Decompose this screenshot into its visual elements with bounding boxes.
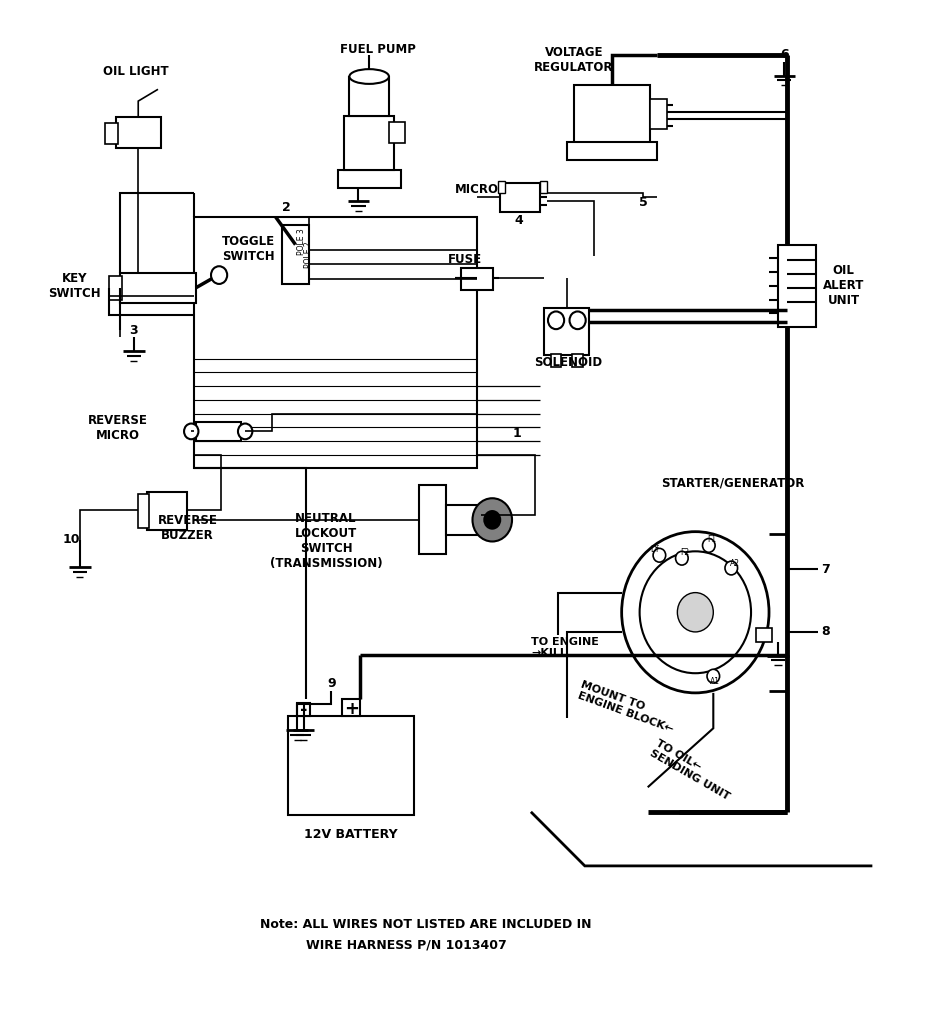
Text: TOGGLE
SWITCH: TOGGLE SWITCH	[222, 234, 275, 262]
Bar	[120, 273, 196, 303]
Text: SOLENOID: SOLENOID	[534, 356, 603, 369]
Bar	[501, 182, 540, 212]
Bar	[540, 180, 547, 193]
Text: REVERSE
MICRO: REVERSE MICRO	[88, 415, 148, 442]
Text: FUSE: FUSE	[448, 253, 482, 266]
Circle shape	[473, 499, 512, 542]
Circle shape	[483, 510, 502, 529]
Circle shape	[678, 593, 713, 632]
Text: Note: ALL WIRES NOT LISTED ARE INCLUDED IN: Note: ALL WIRES NOT LISTED ARE INCLUDED …	[259, 919, 591, 932]
Text: REVERSE
BUZZER: REVERSE BUZZER	[157, 514, 217, 542]
Text: 4: 4	[515, 214, 523, 226]
Circle shape	[238, 424, 253, 439]
Circle shape	[725, 561, 738, 574]
Bar	[139, 495, 149, 527]
Text: 12V BATTERY: 12V BATTERY	[304, 828, 398, 841]
Bar	[298, 702, 310, 717]
Text: A1: A1	[710, 677, 720, 686]
Circle shape	[622, 531, 769, 693]
Circle shape	[707, 670, 720, 683]
Bar	[755, 628, 771, 642]
Text: 8: 8	[821, 626, 830, 638]
Text: 10: 10	[62, 534, 80, 546]
Bar	[147, 493, 187, 529]
Bar	[778, 245, 816, 328]
Text: TO ENGINE
→KILL: TO ENGINE →KILL	[531, 637, 599, 658]
Text: POLE 2: POLE 2	[304, 241, 314, 267]
Text: WIRE HARNESS P/N 1013407: WIRE HARNESS P/N 1013407	[306, 938, 507, 951]
Text: OIL LIGHT: OIL LIGHT	[103, 66, 168, 78]
Text: 9: 9	[327, 677, 336, 689]
Bar	[574, 85, 650, 146]
Text: MICRO: MICRO	[455, 183, 499, 196]
Text: FUEL PUMP: FUEL PUMP	[340, 43, 417, 56]
Bar	[109, 276, 122, 300]
Text: F2: F2	[680, 548, 689, 557]
Text: 5: 5	[639, 196, 648, 209]
Bar	[282, 225, 309, 284]
Bar	[349, 77, 389, 116]
Bar	[461, 268, 493, 290]
Text: 6: 6	[780, 48, 789, 61]
Bar	[116, 117, 161, 148]
Circle shape	[211, 266, 227, 284]
Circle shape	[639, 551, 751, 673]
Text: OIL
ALERT
UNIT: OIL ALERT UNIT	[823, 264, 864, 307]
Circle shape	[184, 424, 198, 439]
Text: TO OIL←
SENDING UNIT: TO OIL← SENDING UNIT	[648, 737, 737, 802]
Text: 2: 2	[282, 201, 291, 214]
Text: KEY
SWITCH: KEY SWITCH	[48, 272, 101, 300]
Text: STARTER/GENERATOR: STARTER/GENERATOR	[662, 476, 805, 489]
Text: NEUTRAL
LOCKOUT
SWITCH
(TRANSMISSION): NEUTRAL LOCKOUT SWITCH (TRANSMISSION)	[270, 512, 382, 570]
Text: +: +	[344, 699, 358, 718]
Bar	[545, 307, 590, 354]
Circle shape	[653, 549, 665, 562]
Text: 3: 3	[129, 324, 138, 337]
Bar	[446, 505, 481, 535]
Text: F1: F1	[707, 535, 716, 544]
Bar	[343, 698, 360, 717]
Circle shape	[548, 311, 564, 329]
Bar	[196, 422, 241, 441]
Bar	[338, 170, 401, 187]
Circle shape	[569, 311, 586, 329]
Text: MOUNT TO
ENGINE BLOCK←: MOUNT TO ENGINE BLOCK←	[576, 679, 679, 734]
Bar	[288, 717, 414, 815]
Bar	[105, 123, 118, 144]
Ellipse shape	[349, 70, 389, 84]
Bar	[572, 353, 583, 368]
Circle shape	[676, 551, 688, 565]
Bar	[567, 142, 657, 160]
Bar	[418, 485, 446, 554]
Bar	[550, 353, 562, 368]
Bar	[498, 180, 505, 193]
Text: 7: 7	[821, 562, 830, 575]
Text: VOLTAGE
REGULATOR: VOLTAGE REGULATOR	[534, 46, 614, 74]
Bar	[194, 217, 477, 468]
Text: A2: A2	[730, 559, 739, 567]
Bar	[389, 122, 405, 143]
Text: 1: 1	[513, 427, 521, 440]
Bar	[650, 99, 667, 129]
Text: Df: Df	[651, 545, 659, 554]
Text: -: -	[300, 700, 307, 719]
Bar	[344, 116, 394, 170]
Text: POLE 3: POLE 3	[298, 228, 306, 255]
Circle shape	[703, 539, 715, 552]
